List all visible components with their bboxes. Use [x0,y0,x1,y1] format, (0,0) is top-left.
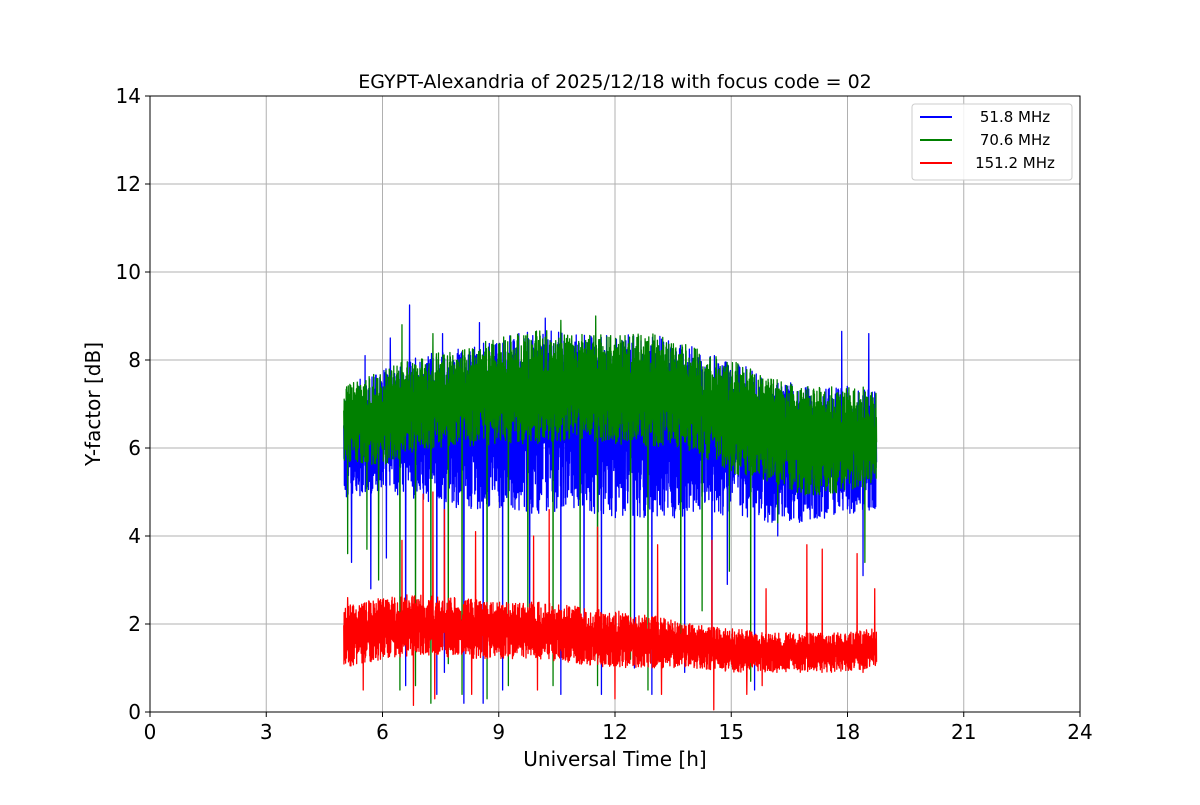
x-tick-label: 18 [835,720,860,744]
chart-title: EGYPT-Alexandria of 2025/12/18 with focu… [358,71,872,93]
x-tick-label: 15 [719,720,744,744]
x-tick-label: 9 [492,720,505,744]
y-tick-label: 8 [128,348,141,372]
x-axis-label: Universal Time [h] [523,747,706,771]
series-layer [343,304,878,711]
y-tick-label: 12 [116,172,141,196]
x-tick-label: 0 [144,720,157,744]
y-tick-label: 6 [128,436,141,460]
legend-label-151-2-mhz: 151.2 MHz [975,154,1055,172]
y-tick-label: 10 [116,260,141,284]
legend: 51.8 MHz 70.6 MHz 151.2 MHz [911,103,1073,181]
legend-frame [911,103,1073,181]
series-line-151-2-mhz [343,491,878,711]
x-tick-label: 21 [951,720,976,744]
y-tick-label: 4 [128,524,141,548]
y-axis-label: Y-factor [dB] [81,342,105,467]
y-tick-label: 2 [128,612,141,636]
x-tick-label: 6 [376,720,389,744]
x-tick-label: 12 [602,720,627,744]
x-tick-label: 3 [260,720,273,744]
legend-label-70-6-mhz: 70.6 MHz [980,131,1050,149]
series-line-70-6-mhz [343,315,878,704]
y-tick-label: 0 [128,700,141,724]
legend-label-51-8-mhz: 51.8 MHz [980,108,1050,126]
y-tick-label: 14 [116,84,141,108]
x-tick-label: 24 [1067,720,1092,744]
